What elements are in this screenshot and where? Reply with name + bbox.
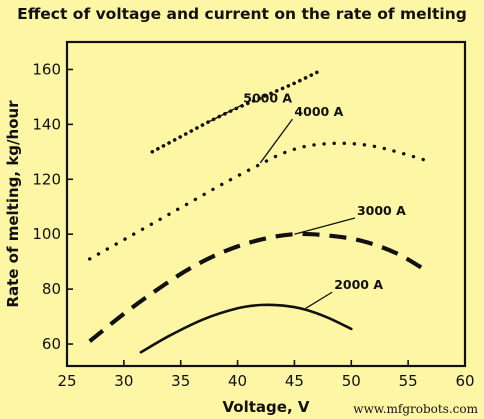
y-tick-label: 60	[42, 335, 61, 353]
y-tick-label: 140	[32, 115, 61, 133]
series-line-5000-a	[150, 70, 319, 154]
series-label: 4000 A	[294, 104, 343, 119]
annotation-pointer	[305, 291, 333, 309]
x-tick-label: 60	[455, 372, 474, 390]
y-tick-label: 100	[32, 225, 61, 243]
series-line-4000-a	[88, 141, 427, 261]
y-tick-label: 120	[32, 170, 61, 188]
series-label: 3000 A	[357, 203, 406, 218]
x-tick-label: 50	[342, 372, 361, 390]
chart-title: Effect of voltage and current on the rat…	[17, 5, 467, 23]
x-axis-label: Voltage, V	[223, 398, 310, 416]
x-tick-label: 35	[171, 372, 190, 390]
series-label: 5000 A	[243, 90, 292, 105]
plot-area	[65, 40, 467, 368]
watermark: www.mfgrobots.com	[353, 402, 478, 416]
x-tick-label: 25	[57, 372, 76, 390]
y-axis: 60 80 100 120 140 160	[32, 60, 73, 353]
x-axis: 25 30 35 40 45 50 55 60	[57, 360, 475, 390]
x-tick-label: 55	[399, 372, 418, 390]
annotation-pointer	[208, 104, 242, 123]
x-tick-label: 30	[114, 372, 133, 390]
y-tick-label: 80	[42, 280, 61, 298]
series-line-2000-a	[139, 303, 353, 354]
annotation-pointer	[294, 217, 356, 235]
annotation-pointer	[259, 118, 293, 164]
x-tick-label: 40	[228, 372, 247, 390]
x-tick-label: 45	[285, 372, 304, 390]
y-tick-label: 160	[32, 60, 61, 78]
y-axis-label: Rate of melting, kg/hour	[4, 100, 22, 308]
series-line-3000-a	[88, 231, 427, 343]
series-label: 2000 A	[334, 277, 383, 292]
